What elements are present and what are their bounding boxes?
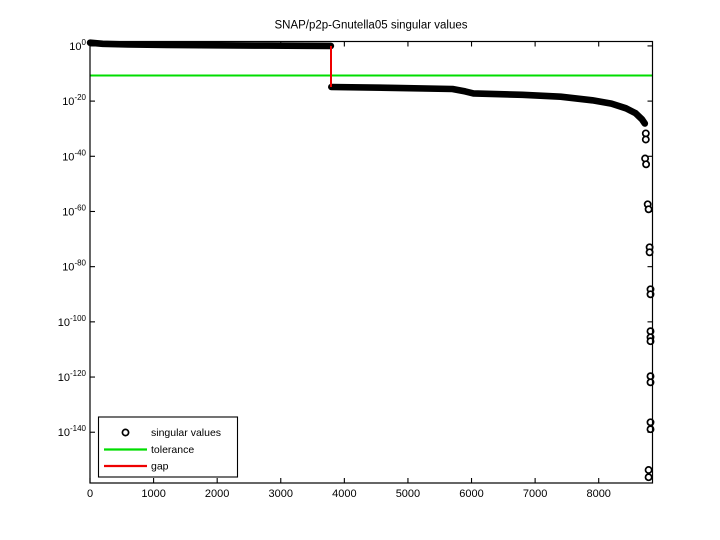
x-tick-label: 5000 — [396, 488, 420, 500]
y-tick-label: 100 — [69, 38, 86, 53]
y-tick-label: 10-60 — [62, 203, 86, 218]
x-tick-label: 2000 — [205, 488, 229, 500]
x-tick-label: 0 — [87, 488, 93, 500]
y-tick-label: 10-140 — [58, 424, 87, 439]
singular-value-point — [645, 248, 654, 257]
singular-value-point — [644, 466, 653, 474]
plot-frame — [89, 40, 654, 484]
singular-value-point — [644, 205, 653, 214]
y-tick-label: 10-80 — [62, 259, 86, 274]
x-tick-label: 3000 — [269, 488, 293, 500]
plot-generated-content: 0 1000 2000 3000 4000 5000 6000 7000 8000 100 10-2… — [58, 38, 655, 500]
x-tick-label: 7000 — [523, 488, 547, 500]
x-tick-label: 1000 — [141, 488, 165, 500]
x-tick-label: 8000 — [586, 488, 610, 500]
legend: singular values tolerance gap — [97, 416, 239, 478]
singular-values-band — [328, 83, 649, 127]
y-tick-label: 10-120 — [58, 369, 87, 384]
y-tick-label: 10-20 — [62, 93, 86, 108]
y-tick-label: 10-40 — [62, 148, 86, 163]
singular-value-point — [642, 160, 651, 169]
singular-value-point — [641, 135, 650, 144]
singular-values-band — [86, 39, 335, 50]
plot-title: SNAP/p2p-Gnutella05 singular values — [274, 20, 467, 32]
legend-marker-singular-values-icon — [121, 428, 130, 437]
singular-value-point — [644, 473, 653, 482]
y-tick-label: 10-100 — [58, 314, 87, 329]
legend-label-singular-values: singular values — [151, 427, 221, 439]
legend-label-tolerance: tolerance — [151, 444, 194, 456]
x-tick-label: 4000 — [332, 488, 356, 500]
x-tick-label: 6000 — [459, 488, 483, 500]
legend-label-gap: gap — [151, 461, 169, 473]
